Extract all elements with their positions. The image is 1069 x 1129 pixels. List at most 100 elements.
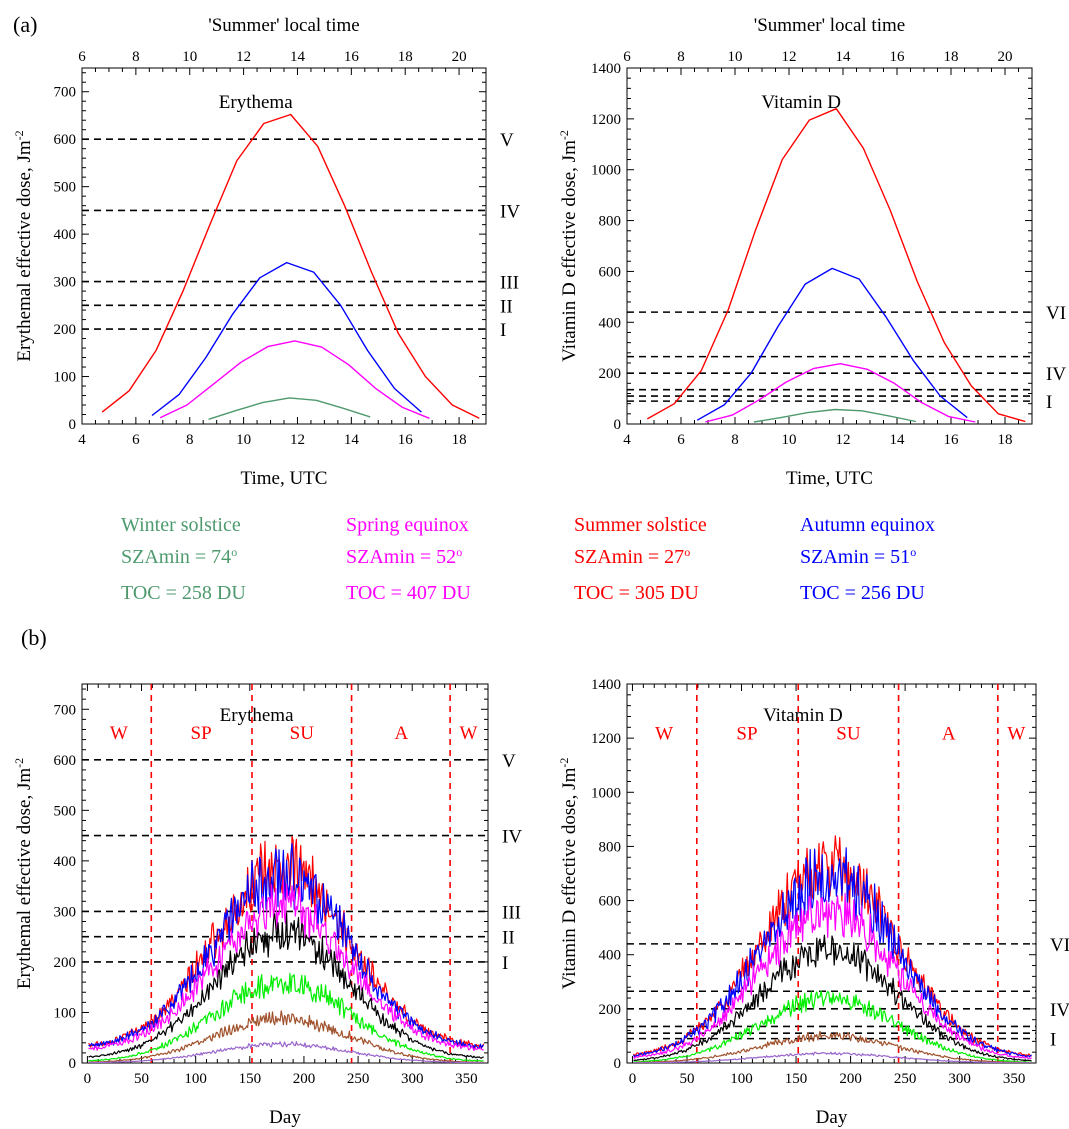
x-tick-label: 12 [836, 432, 851, 448]
x-tick-label: 10 [236, 432, 251, 448]
x-tick-label: 300 [401, 1071, 424, 1087]
y-tick-label: 1200 [591, 731, 621, 747]
y-tick-label: 200 [54, 322, 77, 338]
x-tick-label: 0 [629, 1071, 637, 1087]
threshold-label: VI [1046, 303, 1066, 324]
legend-entry: Winter solstice SZAmin = 74o TOC = 258 DU [121, 514, 246, 604]
series-line [208, 397, 371, 420]
series-line [646, 108, 1026, 423]
series-line [88, 912, 484, 1059]
x2-tick-label: 10 [728, 49, 743, 65]
chart-4: 0 200 400 600 800 1000 1200 1400 0 50 100 150 200 250… [557, 677, 1069, 1128]
threshold-label: I [1050, 1030, 1056, 1051]
legend-sza: SZAmin = 74o [121, 545, 237, 568]
season-label: W [110, 723, 128, 744]
x-axis-title: Day [816, 1107, 848, 1128]
x-tick-label: 6 [677, 432, 685, 448]
y-tick-label: 1000 [591, 785, 621, 801]
y-tick-label: 700 [54, 702, 77, 718]
plot-frame [81, 683, 489, 1064]
legend-sza: SZAmin = 51o [800, 545, 916, 568]
x-tick-label: 16 [944, 432, 960, 448]
threshold-label: IV [1046, 364, 1066, 385]
x-tick-label: 10 [782, 432, 797, 448]
season-label: SU [290, 723, 315, 744]
y-tick-label: 1000 [591, 163, 621, 179]
legend-name: Spring equinox [346, 514, 469, 536]
x-tick-label: 250 [894, 1071, 917, 1087]
y-tick-label: 800 [599, 214, 622, 230]
series-line [101, 113, 480, 419]
series-line [151, 261, 422, 417]
y-tick-label: 600 [54, 753, 77, 769]
y-tick-label: 400 [599, 315, 622, 331]
series-line [88, 972, 484, 1062]
series-line [633, 934, 1032, 1062]
y-tick-label: 100 [54, 1005, 77, 1021]
y-tick-label: 1400 [591, 61, 621, 77]
x2-tick-label: 6 [623, 49, 631, 65]
series-line [88, 880, 484, 1052]
y-tick-label: 600 [599, 264, 622, 280]
x2-tick-label: 12 [782, 49, 797, 65]
y-tick-label: 1400 [591, 677, 621, 693]
series-line [159, 340, 430, 419]
season-label: SP [736, 724, 757, 745]
y-tick-label: 0 [69, 1056, 77, 1072]
x-tick-label: 50 [679, 1071, 694, 1087]
x-tick-label: 250 [347, 1071, 370, 1087]
x-tick-label: 4 [623, 432, 631, 448]
threshold-label: V [502, 751, 516, 772]
legend-toc: TOC = 407 DU [346, 582, 471, 604]
threshold-label: IV [1050, 1000, 1069, 1021]
y-tick-label: 500 [54, 803, 77, 819]
threshold-label: I [500, 320, 506, 341]
legend-entry: Summer solstice SZAmin = 27o TOC = 305 DU [574, 514, 707, 604]
series-line [632, 847, 1032, 1058]
x2-tick-label: 16 [344, 49, 360, 65]
y-tick-label: 0 [614, 417, 622, 433]
x-tick-label: 14 [890, 432, 906, 448]
x2-axis-title: 'Summer' local time [208, 15, 359, 36]
y-tick-label: 400 [54, 854, 77, 870]
y-tick-label: 300 [54, 275, 77, 291]
chart-title: Vitamin D [761, 92, 841, 113]
threshold-label: II [502, 928, 515, 949]
x-tick-label: 50 [134, 1071, 149, 1087]
panel-label-a: (a) [13, 12, 37, 37]
y-axis-title: Vitamin D effective dose, Jm-2 [557, 130, 580, 362]
x-tick-label: 8 [186, 432, 194, 448]
y-tick-label: 600 [54, 132, 77, 148]
x-axis-title: Time, UTC [241, 468, 328, 489]
degree-symbol: o [684, 545, 690, 559]
x2-tick-label: 14 [836, 49, 852, 65]
x-tick-label: 350 [1003, 1071, 1026, 1087]
x-tick-label: 18 [452, 432, 467, 448]
season-label: A [942, 724, 956, 745]
y-tick-label: 400 [54, 227, 77, 243]
legend-entry: Spring equinox SZAmin = 52o TOC = 407 DU [346, 514, 471, 604]
x-tick-label: 4 [78, 432, 86, 448]
y-tick-label: 700 [54, 85, 77, 101]
series-group [646, 108, 1026, 423]
y-tick-label: 200 [599, 1002, 622, 1018]
x-tick-label: 100 [184, 1071, 207, 1087]
series-line [633, 1030, 1032, 1063]
series-line [696, 267, 968, 421]
x2-tick-label: 6 [78, 49, 86, 65]
y-tick-label: 0 [69, 417, 77, 433]
x-tick-label: 100 [730, 1071, 753, 1087]
x-tick-label: 300 [948, 1071, 971, 1087]
y-tick-label: 500 [54, 180, 77, 196]
x2-tick-label: 18 [944, 49, 959, 65]
chart-title: Erythema [220, 705, 294, 726]
season-label: A [395, 723, 409, 744]
series-group [88, 835, 485, 1063]
legend-name: Summer solstice [574, 514, 707, 536]
x-tick-label: 150 [785, 1071, 808, 1087]
y-tick-label: 1200 [591, 112, 621, 128]
x-tick-label: 350 [455, 1071, 478, 1087]
chart-2: 0 200 400 600 800 1000 1200 1400 4 6 8 10 12 14 16 18 6 8… [557, 15, 1066, 489]
x-tick-label: 14 [344, 432, 360, 448]
legend-toc: TOC = 256 DU [800, 582, 925, 604]
